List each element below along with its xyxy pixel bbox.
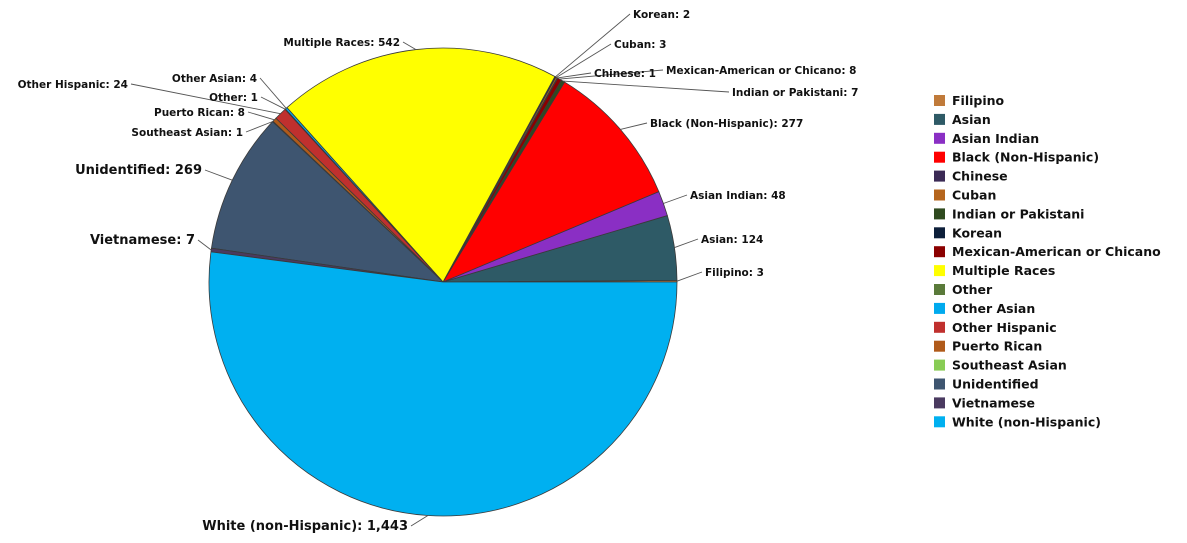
data-label-filipino: Filipino: 3 — [705, 267, 764, 279]
data-label-asian: Asian: 124 — [701, 234, 763, 246]
legend-label-korean: Korean — [952, 225, 1002, 240]
data-labels: Filipino: 3 Asian: 124 Asian Indian: 48 Bla… — [18, 9, 859, 534]
legend-label-indian-or-pakistani: Indian or Pakistani — [952, 206, 1084, 221]
legend-label-cuban: Cuban — [952, 188, 996, 203]
legend-swatch-asian-indian — [934, 132, 945, 144]
legend-swatch-puerto-rican — [934, 340, 945, 352]
leader-line-indian-or-pakistani — [562, 80, 730, 93]
legend-swatch-other-hispanic — [934, 321, 945, 333]
pie-slice-black-non-hispanic — [442, 81, 660, 283]
leader-line-white-non-hispanic — [410, 515, 429, 527]
legend-label-other-asian: Other Asian — [952, 301, 1035, 316]
legend: Filipino Asian Asian Indian Black (Non-Hisp… — [934, 93, 1161, 429]
pie-slice-multiple-races — [286, 47, 556, 283]
legend-swatch-chinese — [934, 170, 945, 182]
legend-label-filipino: Filipino — [952, 93, 1005, 108]
legend-label-white-non-hispanic: White (non-Hispanic) — [952, 414, 1101, 429]
legend-swatch-southeast-asian — [934, 359, 945, 371]
data-label-mexican-american-or-chicano: Mexican-American or Chicano: 8 — [666, 65, 856, 77]
pie-slice-unidentified — [211, 121, 444, 283]
pie-slice-white-non-hispanic — [208, 251, 678, 517]
leader-line-unidentified — [204, 169, 233, 181]
data-label-vietnamese: Vietnamese: 7 — [90, 233, 195, 248]
legend-swatch-mexican-american-or-chicano — [934, 246, 945, 258]
legend-swatch-multiple-races — [934, 265, 945, 277]
data-label-unidentified: Unidentified: 269 — [75, 163, 202, 178]
leader-lines — [130, 13, 730, 527]
legend-label-puerto-rican: Puerto Rican — [952, 339, 1042, 354]
leader-line-vietnamese — [197, 239, 212, 251]
data-label-puerto-rican: Puerto Rican: 8 — [154, 107, 245, 119]
data-label-korean: Korean: 2 — [633, 9, 690, 21]
legend-swatch-black-non-hispanic — [934, 151, 945, 163]
legend-label-chinese: Chinese — [952, 169, 1008, 184]
leader-line-korean — [555, 13, 631, 78]
legend-label-multiple-races: Multiple Races — [952, 263, 1055, 278]
legend-label-other-hispanic: Other Hispanic — [952, 320, 1057, 335]
data-label-multiple-races: Multiple Races: 542 — [283, 37, 400, 49]
legend-label-mexican-american-or-chicano: Mexican-American or Chicano — [952, 244, 1161, 259]
legend-label-unidentified: Unidentified — [952, 377, 1039, 392]
data-label-white-non-hispanic: White (non-Hispanic): 1,443 — [202, 519, 408, 534]
legend-swatch-other — [934, 284, 945, 295]
leader-line-asian — [674, 238, 699, 249]
data-label-black-non-hispanic: Black (Non-Hispanic): 277 — [650, 118, 803, 130]
data-label-indian-or-pakistani: Indian or Pakistani: 7 — [732, 87, 858, 99]
legend-label-asian: Asian — [952, 112, 991, 127]
legend-swatch-other-asian — [934, 302, 945, 314]
data-label-chinese: Chinese: 1 — [594, 68, 656, 80]
legend-swatch-unidentified — [934, 378, 945, 390]
leader-line-black-non-hispanic — [620, 122, 648, 130]
leader-line-filipino — [676, 271, 703, 282]
legend-swatch-korean — [934, 227, 945, 239]
leader-line-other-hispanic — [130, 83, 281, 115]
legend-swatch-asian — [934, 113, 945, 125]
legend-swatch-filipino — [934, 95, 945, 106]
legend-label-black-non-hispanic: Black (Non-Hispanic) — [952, 150, 1099, 165]
leader-line-cuban — [556, 43, 612, 78]
data-label-other: Other: 1 — [209, 92, 258, 104]
leader-line-multiple-races — [402, 41, 417, 50]
leader-line-other-asian — [259, 77, 287, 109]
legend-swatch-indian-or-pakistani — [934, 208, 945, 220]
data-label-asian-indian: Asian Indian: 48 — [690, 190, 786, 202]
legend-label-asian-indian: Asian Indian — [952, 131, 1039, 146]
legend-swatch-vietnamese — [934, 397, 945, 409]
legend-label-vietnamese: Vietnamese — [952, 395, 1035, 410]
data-label-cuban: Cuban: 3 — [614, 39, 666, 51]
leader-line-chinese — [557, 72, 592, 79]
leader-line-southeast-asian — [245, 121, 273, 133]
data-label-southeast-asian: Southeast Asian: 1 — [131, 127, 243, 139]
leader-line-mexican-american-or-chicano — [559, 69, 664, 80]
legend-swatch-cuban — [934, 189, 945, 201]
data-label-other-asian: Other Asian: 4 — [172, 73, 257, 85]
pie-slices — [208, 47, 678, 517]
data-label-other-hispanic: Other Hispanic: 24 — [18, 79, 128, 91]
leader-line-asian-indian — [663, 194, 688, 204]
legend-label-other: Other — [952, 282, 993, 297]
leader-line-other — [260, 96, 286, 110]
legend-label-southeast-asian: Southeast Asian — [952, 358, 1067, 373]
leader-line-puerto-rican — [247, 111, 275, 121]
legend-swatch-white-non-hispanic — [934, 416, 945, 428]
